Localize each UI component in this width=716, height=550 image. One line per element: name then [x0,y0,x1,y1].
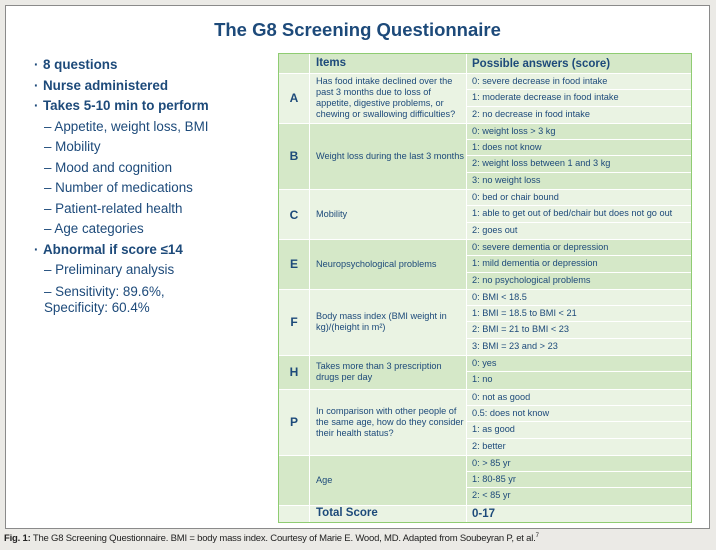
answer-option: 2: BMI = 21 to BMI < 23 [467,321,691,337]
answer-option: 1: moderate decrease in food intake [467,89,691,105]
table-row: E Neuropsychological problems 0: severe de… [279,238,691,289]
bullet-dot-icon: · [34,241,39,257]
table-row: H Takes more than 3 prescription drugs pe… [279,355,691,389]
total-letter [279,505,310,522]
answer-option: 2: < 85 yr [467,487,691,503]
answer-option: 3: no weight loss [467,171,691,188]
bullet-item: · Takes 5-10 min to perform [34,96,284,117]
answer-option: 2: goes out [467,221,691,238]
answer-option: 2: better [467,437,691,454]
total-score-row: Total Score 0-17 [279,504,691,522]
item-question: Body mass index (BMI weight in kg)/(heig… [310,289,467,356]
table-row: F Body mass index (BMI weight in kg)/(hei… [279,288,691,356]
g8-table: Items Possible answers (score) A Has food… [278,53,692,523]
table-row: C Mobility 0: bed or chair bound 1: able to… [279,189,691,239]
sub-bullet-item: – Patient-related health [44,200,183,216]
sub-bullet-item: – Preliminary analysis [44,262,175,277]
header-letter [279,54,310,73]
bullet-dot-icon: · [34,57,39,72]
bullet-list: · 8 questions · Nurse administered · Takes 5-… [34,55,284,316]
total-label: Total Score [310,505,467,522]
answer-option: 2: weight loss between 1 and 3 kg [467,155,691,171]
answers-cell: 0: bed or chair bound 1: able to get out … [467,190,691,239]
figure-title: The G8 Screening Questionnaire [214,19,501,40]
bullet-text: Takes 5-10 min to perform [43,98,209,113]
answer-option: 0: severe decrease in food intake [472,76,608,86]
answer-option: 1: no [467,371,691,387]
item-question: Weight loss during the last 3 months [310,123,467,190]
bullet-text: 8 questions [43,57,118,72]
sub-bullet-item: – Sensitivity: 89.6%, Specificity: 60.4% [44,283,165,315]
answer-option: 0: BMI < 18.5 [472,291,527,302]
answer-option: 3: BMI = 23 and > 23 [467,337,691,354]
table-row: Age 0: > 85 yr 1: 80-85 yr 2: < 85 yr [279,454,691,505]
sub-bullet-item: – Mood and cognition [44,159,173,175]
total-value: 0-17 [472,507,496,520]
answer-option: 0: bed or chair bound [472,192,559,203]
answers-cell: 0: yes 1: no [467,356,691,389]
sub-bullet-item: – Age categories [44,221,144,236]
table-header-row: Items Possible answers (score) [279,54,691,73]
item-letter: P [279,389,310,455]
answers-cell: 0: severe decrease in food intake 1: mode… [467,74,691,123]
item-letter: C [279,190,310,239]
bullet-item: · Abnormal if score ≤14 [34,240,284,261]
figure-caption: Fig. 1: The G8 Screening Questionnaire. … [4,533,539,544]
answers-cell: 0: not as good 0.5: does not know 1: as go… [467,390,691,455]
answer-option: 0: yes [472,358,497,369]
answer-option: 0: weight loss > 3 kg [472,125,556,136]
item-letter: A [279,74,310,123]
answers-cell: 0: severe dementia or depression 1: mild … [467,240,691,289]
item-question: Mobility [310,190,467,239]
answer-option: 0: > 85 yr [472,457,511,468]
item-question: Takes more than 3 prescription drugs per… [310,356,467,389]
sub-bullet-item: – Appetite, weight loss, BMI [44,118,209,134]
bullet-text: Abnormal if score ≤14 [43,241,183,257]
item-letter: E [279,239,310,289]
header-items: Items [310,54,467,73]
item-question: Age [310,455,467,505]
item-letter [279,455,310,505]
answer-option: 1: mild dementia or depression [467,255,691,271]
caption-text: The G8 Screening Questionnaire. BMI = bo… [30,533,536,545]
bullet-dot-icon: · [34,98,39,113]
bullet-item: · 8 questions [34,55,284,76]
item-letter: H [279,356,310,389]
answers-cell: 0: weight loss > 3 kg 1: does not know 2: … [467,124,691,189]
answers-cell: 0: BMI < 18.5 1: BMI = 18.5 to BMI < 21 2:… [467,290,691,355]
caption-ref: 7 [535,533,539,539]
bullet-dot-icon: · [34,77,39,93]
figure-panel: The G8 Screening Questionnaire · 8 questi… [5,5,710,529]
table-row: P In comparison with other people of the … [279,388,691,455]
caption-label: Fig. 1: [4,533,31,545]
bullet-text: Nurse administered [43,77,169,93]
header-answers: Possible answers (score) [472,57,611,70]
table-row: A Has food intake declined over the past … [279,73,691,123]
answer-option: 2: no decrease in food intake [467,105,691,122]
item-question: Neuropsychological problems [310,239,467,289]
answer-option: 0: severe dementia or depression [472,241,609,252]
sub-bullet-item: – Mobility [44,139,101,154]
answer-option: 1: as good [467,421,691,437]
answer-option: 2: no psychological problems [467,271,691,288]
answers-cell: 0: > 85 yr 1: 80-85 yr 2: < 85 yr [467,456,691,505]
answer-option: 1: 80-85 yr [467,471,691,487]
bullet-item: · Nurse administered [34,76,284,97]
table-row: B Weight loss during the last 3 months 0: … [279,122,691,190]
item-question: Has food intake declined over the past 3… [310,74,467,123]
item-question: In comparison with other people of the s… [310,389,467,455]
sub-bullet-item: – Number of medications [44,180,193,195]
answer-option: 1: able to get out of bed/chair but does… [467,205,691,221]
answer-option: 0.5: does not know [467,404,691,421]
answer-option: 0: not as good [472,391,531,402]
answer-option: 1: BMI = 18.5 to BMI < 21 [467,305,691,321]
item-letter: F [279,289,310,356]
item-letter: B [279,123,310,190]
answer-option: 1: does not know [467,139,691,155]
